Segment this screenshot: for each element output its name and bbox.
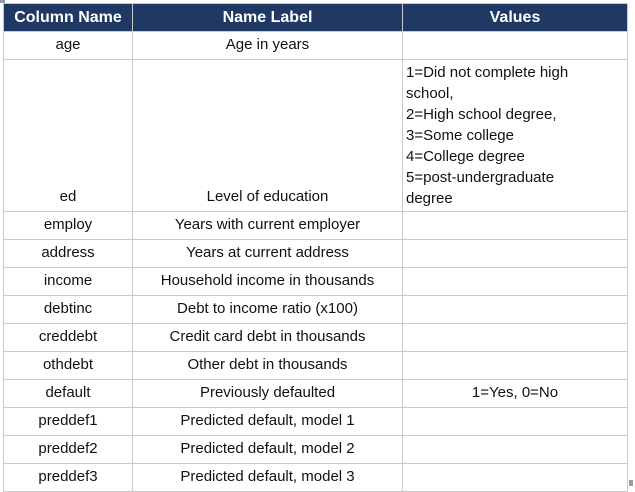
cell-column-name: default	[3, 379, 133, 408]
cell-values	[402, 351, 628, 380]
data-dictionary-table-wrap: Column Name Name Label Values age Age in…	[3, 3, 628, 492]
cell-column-name: creddebt	[3, 323, 133, 352]
cell-name-label: Predicted default, model 2	[132, 435, 403, 464]
cell-name-label: Debt to income ratio (x100)	[132, 295, 403, 324]
cell-values	[402, 239, 628, 268]
table-row: ed Level of education 1=Did not complete…	[3, 59, 628, 212]
column-header-values: Values	[402, 3, 628, 32]
cell-name-label: Age in years	[132, 31, 403, 60]
table-row: creddebt Credit card debt in thousands	[3, 323, 628, 352]
cell-name-label: Years at current address	[132, 239, 403, 268]
table-row: preddef2 Predicted default, model 2	[3, 435, 628, 464]
cell-values	[402, 435, 628, 464]
header-row: Column Name Name Label Values	[3, 3, 628, 32]
cell-values	[402, 463, 628, 492]
column-header-name-label: Name Label	[132, 3, 403, 32]
table-row: employ Years with current employer	[3, 211, 628, 240]
cell-column-name: address	[3, 239, 133, 268]
cell-column-name: preddef3	[3, 463, 133, 492]
cell-values	[402, 267, 628, 296]
table-row: default Previously defaulted 1=Yes, 0=No	[3, 379, 628, 408]
cell-column-name: employ	[3, 211, 133, 240]
cell-values: 1=Did not complete high school, 2=High s…	[402, 59, 628, 212]
cell-column-name: ed	[3, 59, 133, 212]
cell-name-label: Predicted default, model 3	[132, 463, 403, 492]
cell-name-label: Previously defaulted	[132, 379, 403, 408]
cell-name-label: Predicted default, model 1	[132, 407, 403, 436]
table-row: debtinc Debt to income ratio (x100)	[3, 295, 628, 324]
cell-values	[402, 295, 628, 324]
cell-values: 1=Yes, 0=No	[402, 379, 628, 408]
cell-column-name: income	[3, 267, 133, 296]
cell-values	[402, 31, 628, 60]
screen-edge-artifact	[629, 480, 633, 486]
table-row: othdebt Other debt in thousands	[3, 351, 628, 380]
cell-column-name: othdebt	[3, 351, 133, 380]
cell-values	[402, 323, 628, 352]
cell-values	[402, 407, 628, 436]
cell-column-name: debtinc	[3, 295, 133, 324]
data-dictionary-table: Column Name Name Label Values age Age in…	[3, 3, 628, 492]
cell-values	[402, 211, 628, 240]
table-row: address Years at current address	[3, 239, 628, 268]
cell-column-name: preddef1	[3, 407, 133, 436]
cell-name-label: Years with current employer	[132, 211, 403, 240]
cell-name-label: Household income in thousands	[132, 267, 403, 296]
cell-name-label: Other debt in thousands	[132, 351, 403, 380]
table-row: preddef1 Predicted default, model 1	[3, 407, 628, 436]
table-body: age Age in years ed Level of education 1…	[3, 31, 628, 492]
table-row: age Age in years	[3, 31, 628, 60]
cell-column-name: age	[3, 31, 133, 60]
cell-name-label: Credit card debt in thousands	[132, 323, 403, 352]
cell-name-label: Level of education	[132, 59, 403, 212]
table-row: preddef3 Predicted default, model 3	[3, 463, 628, 492]
column-header-column-name: Column Name	[3, 3, 133, 32]
table-row: income Household income in thousands	[3, 267, 628, 296]
cell-column-name: preddef2	[3, 435, 133, 464]
screen-edge-artifact	[0, 0, 5, 3]
